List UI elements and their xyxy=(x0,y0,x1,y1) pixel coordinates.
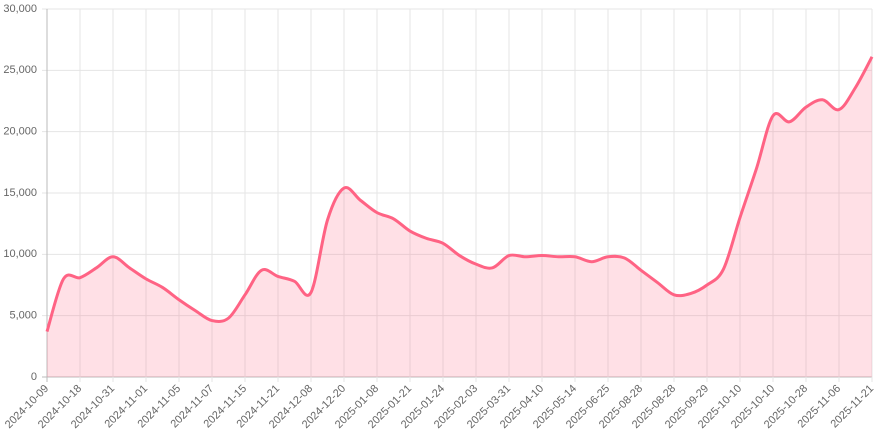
y-tick-label: 5,000 xyxy=(9,310,37,322)
y-tick-label: 20,000 xyxy=(3,126,37,138)
y-tick-label: 25,000 xyxy=(3,64,37,76)
area xyxy=(47,56,872,378)
y-tick-label: 15,000 xyxy=(3,187,37,199)
y-tick-label: 10,000 xyxy=(3,248,37,260)
y-tick-label: 30,000 xyxy=(3,3,37,15)
line xyxy=(45,56,874,333)
y-tick-label: 0 xyxy=(31,371,37,383)
